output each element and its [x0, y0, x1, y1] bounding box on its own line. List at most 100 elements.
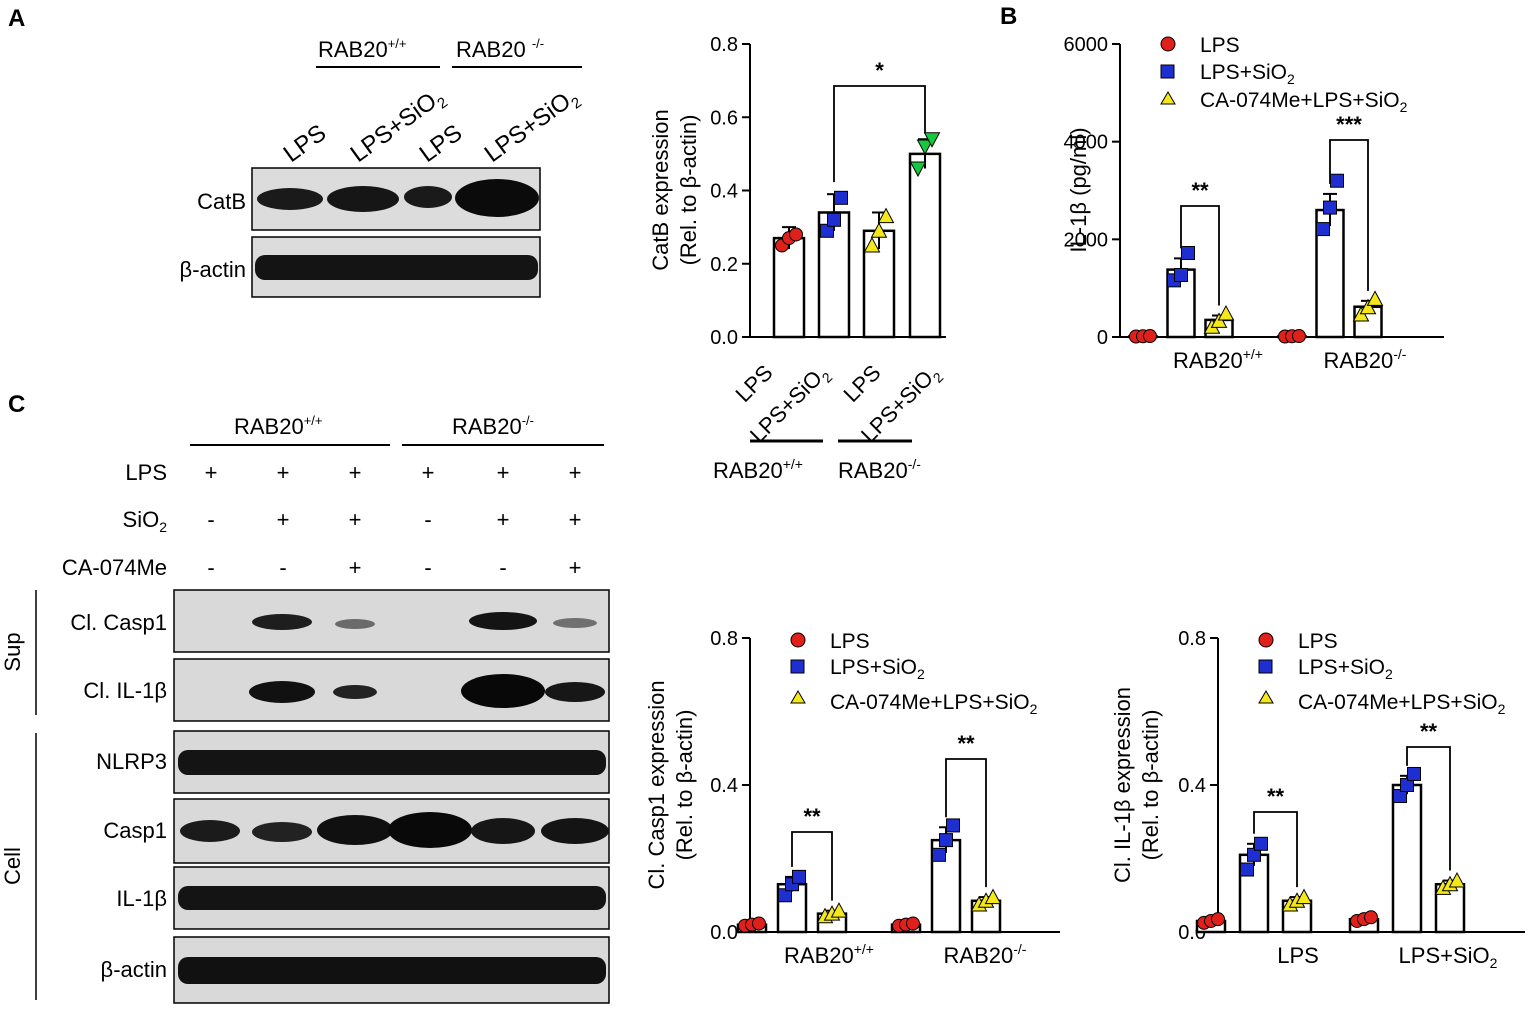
legend-text-lps-sio2: LPS+SiO2	[830, 656, 925, 682]
blot-c-row-nlrp3: NLRP3	[96, 749, 167, 774]
significance-label: **	[1420, 719, 1438, 744]
treatment-symbol: +	[569, 460, 582, 485]
y-tick-label: 0.0	[710, 922, 738, 944]
band	[327, 186, 399, 212]
section-label-cell: Cell	[0, 847, 25, 885]
y-tick-label: 2000	[1064, 229, 1109, 251]
blot-c-row-cl-casp1: Cl. Casp1	[70, 610, 167, 635]
data-point	[932, 847, 946, 862]
treatment-symbol: +	[569, 555, 582, 580]
band	[471, 818, 535, 844]
y-tick-label: 0.8	[710, 34, 738, 56]
chart-b-ylabel: IL-1β (pg/ml)	[1066, 127, 1091, 252]
data-point	[1448, 871, 1466, 888]
y-tick-label: 0.8	[710, 628, 738, 650]
significance-bracket	[1180, 205, 1220, 306]
significance-bracket	[1406, 746, 1451, 871]
band	[178, 886, 606, 910]
blot-c-group-wt: RAB20+/+	[234, 413, 323, 439]
y-tick-label: 0.6	[710, 107, 738, 129]
blot-a-lane-1: LPS	[279, 119, 332, 168]
legend-text-lps-sio2: LPS+SiO2	[1200, 61, 1295, 87]
legend-text-ca074me: CA-074Me+LPS+SiO2	[1200, 89, 1408, 115]
data-point	[1366, 290, 1384, 306]
blot-a-group-wt: RAB20+/+	[318, 36, 407, 62]
data-point	[1217, 305, 1235, 321]
significance-bracket	[1329, 139, 1369, 291]
blot-c-strip-cl-casp1	[173, 589, 610, 653]
chart-a-xtick-1: LPS	[730, 360, 777, 407]
chart-a-group-wt: RAB20+/+	[713, 456, 803, 483]
treatment-symbol: +	[497, 507, 510, 532]
data-point	[1181, 246, 1195, 261]
significance-bracket	[833, 85, 926, 183]
chart-b: IL-1β (pg/ml) RAB20+/+ RAB20-/- LPS LPS+…	[1064, 34, 1444, 373]
legend-marker-ca074me	[1258, 690, 1274, 704]
treatment-symbol: -	[424, 555, 431, 580]
legend-text-ca074me: CA-074Me+LPS+SiO2	[1298, 691, 1506, 717]
chart-a-ylabel-1: CatB expression	[648, 109, 673, 270]
y-tick-label: 0.2	[710, 254, 738, 276]
chart-a-ylabel-2: (Rel. to β-actin)	[676, 115, 701, 266]
blot-c-row-casp1: Casp1	[103, 818, 167, 843]
treatment-symbol: -	[499, 555, 506, 580]
treatment-symbol: +	[349, 555, 362, 580]
treatment-symbol: +	[497, 460, 510, 485]
chart-c1-ylabel-1: Cl. Casp1 expression	[644, 680, 669, 889]
chart-c2-group-2: LPS+SiO2	[1399, 943, 1498, 971]
data-point	[939, 833, 953, 848]
data-point	[870, 222, 888, 238]
band	[257, 188, 323, 210]
data-point	[792, 869, 806, 884]
chart-c1: Cl. Casp1 expression (Rel. to β-actin) R…	[644, 628, 1060, 968]
treatment-symbol: -	[207, 555, 214, 580]
treatment-symbol: -	[424, 507, 431, 532]
blot-a-group-ko: RAB20 -/-	[456, 36, 544, 62]
legend-marker-ca074me	[790, 690, 806, 704]
band	[461, 674, 545, 708]
significance-bracket	[945, 758, 987, 888]
bar	[970, 899, 1002, 934]
chart-c2-ylabel-1: Cl. IL-1β expression	[1110, 687, 1135, 883]
panel-label-c: C	[8, 391, 25, 418]
bar	[772, 236, 806, 339]
treat-label-lps: LPS	[125, 460, 167, 485]
legend-marker-ca074me	[1160, 91, 1176, 105]
data-point	[863, 236, 881, 253]
treatment-symbol: +	[569, 507, 582, 532]
bar	[1391, 783, 1423, 934]
significance-label: *	[875, 58, 884, 83]
legend-text-ca074me: CA-074Me+LPS+SiO2	[830, 691, 1038, 717]
data-point	[1292, 329, 1306, 344]
significance-label: **	[1191, 178, 1209, 203]
significance-label: **	[957, 731, 975, 756]
legend-text-lps-sio2: LPS+SiO2	[1298, 656, 1393, 682]
data-point	[1174, 267, 1188, 282]
data-point	[923, 132, 941, 148]
treatment-symbol: +	[422, 460, 435, 485]
chart-c1-group-2: RAB20-/-	[944, 941, 1027, 968]
data-point	[946, 818, 960, 833]
blot-c-row-actin: β-actin	[101, 957, 167, 982]
blot-c-row-cl-il1b: Cl. IL-1β	[83, 678, 167, 703]
band	[541, 818, 609, 844]
band	[252, 822, 312, 842]
band	[404, 186, 452, 208]
legend-marker-lps-sio2	[1160, 64, 1175, 79]
data-point	[1316, 222, 1330, 237]
treatment-symbol: +	[349, 460, 362, 485]
data-point	[1254, 836, 1268, 851]
band	[249, 681, 315, 703]
y-tick-label: 0.0	[710, 327, 738, 349]
blot-c-group-ko: RAB20-/-	[452, 413, 534, 439]
chart-b-group-1: RAB20+/+	[1173, 346, 1263, 373]
significance-label: **	[803, 804, 821, 829]
legend-marker-lps	[1160, 36, 1176, 52]
significance-bracket	[1253, 811, 1298, 888]
y-tick-label: 6000	[1064, 34, 1109, 56]
chart-a-group-ko: RAB20-/-	[838, 456, 921, 483]
data-point	[1364, 910, 1378, 925]
band	[255, 255, 538, 280]
chart-c2: Cl. IL-1β expression (Rel. to β-actin) L…	[1110, 628, 1525, 971]
